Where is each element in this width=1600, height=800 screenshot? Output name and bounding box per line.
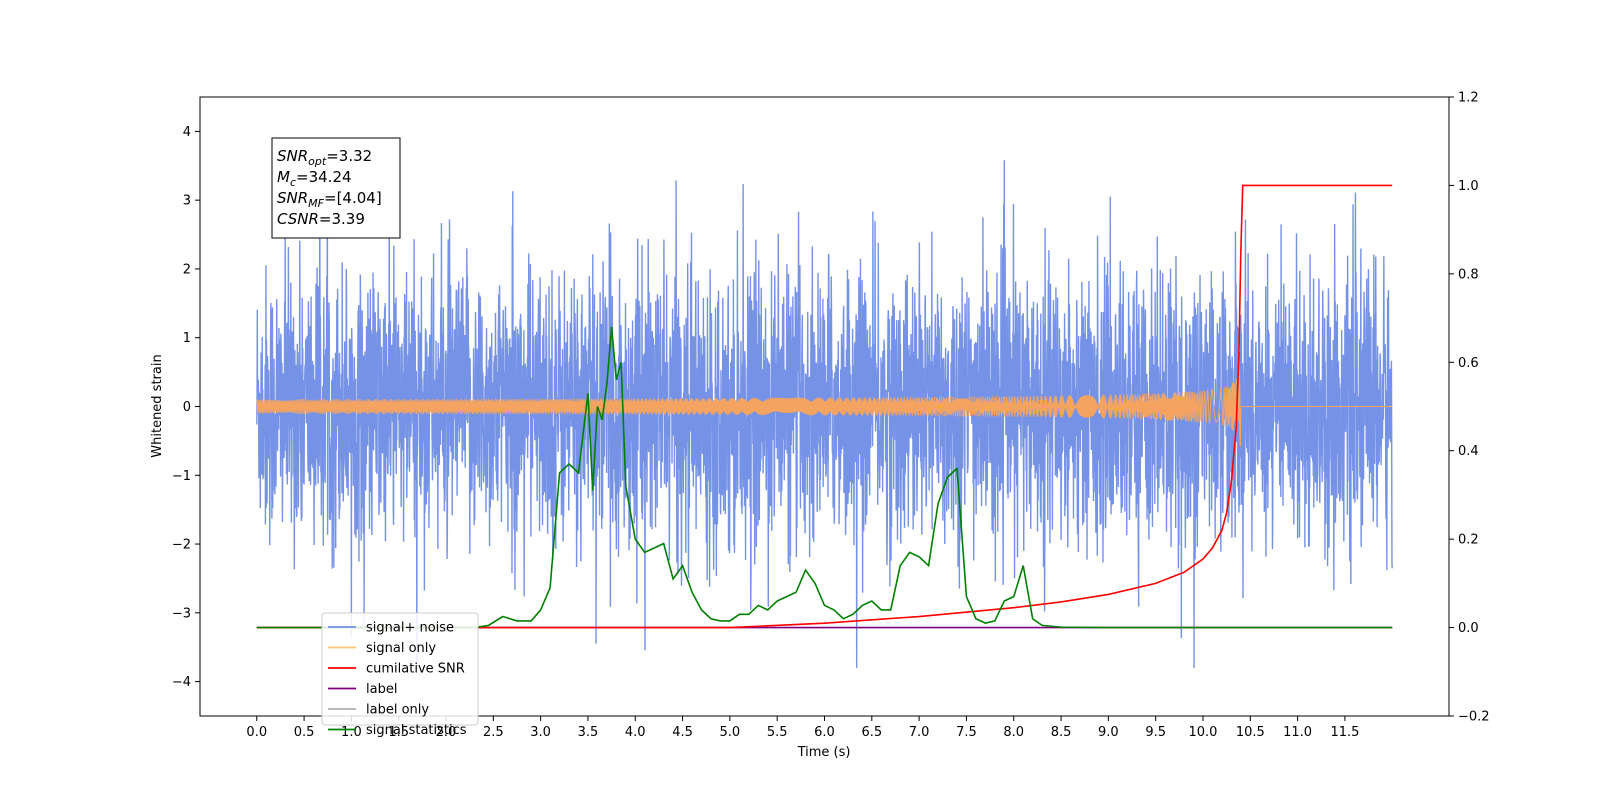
y-tick-label: −1 [172,469,191,484]
x-tick-label: 4.0 [625,725,646,740]
y-tick-label: 4 [183,125,191,140]
y-right-tick-label: 0.0 [1458,621,1479,636]
x-tick-label: 7.0 [909,725,930,740]
annotation-frame [271,137,401,239]
x-tick-label: 2.0 [436,725,457,740]
legend-label: signal only [366,641,436,656]
x-tick-label: 9.0 [1098,725,1119,740]
y-axis-right-ticks: −0.2 0.0 0.2 0.4 0.6 0.8 1.0 1.2 [1449,91,1490,725]
x-tick-label: 6.0 [814,725,835,740]
series-line-signal-statistics [256,326,1393,629]
x-tick-label: 8.5 [1051,725,1072,740]
y-right-tick-label: 0.4 [1458,444,1479,459]
y-axis-ticks: −4 −3 −2 −1 0 1 2 3 4 [172,125,200,690]
x-tick-label: 1.0 [341,725,362,740]
x-tick-label: 11.0 [1283,725,1312,740]
x-tick-label: 3.5 [578,725,599,740]
legend-items: signal+ noise signal only cumilative SNR la… [328,621,467,738]
legend-label: signal+ noise [366,621,454,636]
y-axis-label: Whitened strain [150,354,165,457]
y-tick-label: 3 [183,194,191,209]
x-tick-label: 6.5 [861,725,882,740]
legend: signal+ noise signal only cumilative SNR la… [321,612,479,738]
annotation-line: SNRMF=[4.04] [277,189,382,210]
x-tick-label: 9.5 [1145,725,1166,740]
y-tick-label: 2 [183,262,191,277]
legend-frame [321,612,479,726]
x-tick-label: 10.5 [1236,725,1265,740]
x-tick-label: 7.5 [956,725,977,740]
y-tick-label: −4 [172,675,191,690]
x-tick-label: 10.0 [1189,725,1218,740]
x-axis-ticks: 0.0 0.5 1.0 1.5 2.0 2.5 3.0 3.5 4.0 4.5 5.0 5.5 6.0 6… [246,716,1359,740]
x-tick-label: 0.0 [246,725,267,740]
x-tick-label: 1.5 [388,725,409,740]
x-tick-label: 5.0 [720,725,741,740]
series-line-signal-only [256,377,1393,446]
y-right-tick-label: 0.2 [1458,533,1479,548]
x-tick-label: 4.5 [672,725,693,740]
y-right-tick-label: 0.8 [1458,267,1479,282]
y-tick-label: −3 [172,606,191,621]
y-right-tick-label: −0.2 [1458,710,1490,725]
y-tick-label: 0 [183,400,191,415]
y-right-tick-label: 0.6 [1458,356,1479,371]
x-axis-label: Time (s) [797,745,851,760]
annotation-line: CSNR=3.39 [277,210,365,228]
annotation-line: SNRopt=3.32 [277,147,372,168]
y-tick-label: 1 [183,331,191,346]
y-right-tick-label: 1.2 [1458,91,1479,106]
legend-label: cumilative SNR [366,662,465,677]
x-tick-label: 8.0 [1003,725,1024,740]
legend-label: signal statistics [366,723,467,738]
x-tick-label: 2.5 [483,725,504,740]
y-right-tick-label: 1.0 [1458,179,1479,194]
x-tick-label: 5.5 [767,725,788,740]
x-tick-label: 3.0 [530,725,551,740]
legend-label: label only [366,703,429,718]
y-tick-label: −2 [172,538,191,553]
x-tick-label: 11.5 [1330,725,1359,740]
annotation-line: Mc=34.24 [277,168,352,189]
series-line-cumilative-snr [256,184,1393,629]
x-tick-label: 0.5 [294,725,315,740]
legend-label: label [366,682,397,697]
